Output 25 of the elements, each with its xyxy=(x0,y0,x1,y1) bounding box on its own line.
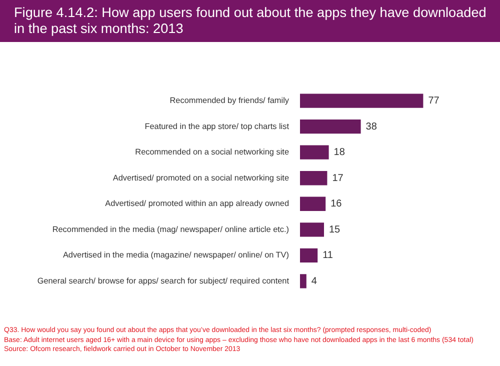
y-tick-label: Advertised/ promoted on a social networking site xyxy=(112,173,290,182)
y-tick-label: Advertised in the media (magazine/ newspaper/ online/ on TV) xyxy=(62,250,290,260)
bar xyxy=(300,248,318,263)
data-label: 17 xyxy=(332,172,344,184)
y-tick-label: General search/ browse for apps/ search for subject/ required content xyxy=(37,276,290,286)
y-tick-label: Advertised/ promoted within an app already owned xyxy=(105,199,290,208)
bar xyxy=(300,171,328,186)
y-tick-label: Recommended on a social networking site xyxy=(135,148,290,157)
y-tick-label: Recommended by friends/ family xyxy=(170,96,290,106)
y-tick-label: Recommended in the media (mag/ newspaper/ online article etc.) xyxy=(52,224,290,234)
data-label: 38 xyxy=(366,121,378,132)
y-tick-label: Featured in the app store/ top charts list xyxy=(144,122,290,131)
data-label: 77 xyxy=(428,96,440,107)
bar xyxy=(300,145,329,160)
data-label: 4 xyxy=(311,276,318,287)
bar xyxy=(300,274,306,288)
bar xyxy=(300,119,361,134)
bar xyxy=(300,222,324,237)
bar xyxy=(300,94,424,108)
data-label: 15 xyxy=(329,224,341,236)
data-label: 18 xyxy=(334,147,346,158)
data-label: 11 xyxy=(322,250,334,262)
chart-title: Figure 4.14.2: How app users found out about the apps they have downloaded in the past six months: 2013 xyxy=(0,0,500,42)
bar xyxy=(300,196,326,211)
data-label: 16 xyxy=(330,198,342,210)
